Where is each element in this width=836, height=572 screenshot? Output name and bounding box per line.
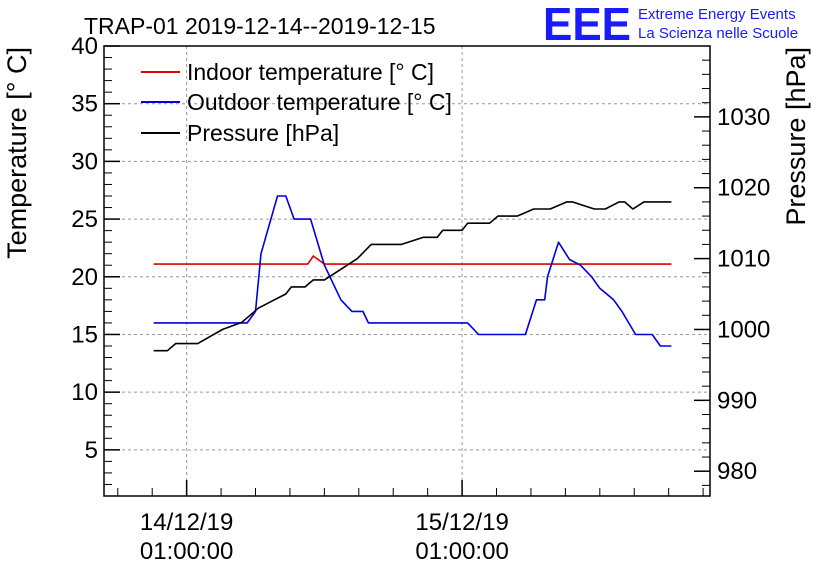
x-tick-time: 01:00:00 <box>415 538 508 565</box>
x-tick-date: 14/12/19 <box>140 509 233 536</box>
data-series <box>153 195 672 352</box>
legend-label-indoor: Indoor temperature [° C] <box>187 59 434 85</box>
logo-line-1: Extreme Energy Events <box>638 6 796 23</box>
left-tick-label: 5 <box>85 437 98 464</box>
legend: Indoor temperature [° C] Outdoor tempera… <box>141 59 452 146</box>
left-tick-label: 25 <box>71 206 98 233</box>
axis-ticks: 5 10 15 20 25 30 35 40 980 990 1000 1010 1020 1030 14/… <box>71 33 770 565</box>
x-tick-date: 15/12/19 <box>415 509 508 536</box>
right-tick-label: 1020 <box>717 175 770 202</box>
grid <box>104 46 710 496</box>
left-tick-label: 35 <box>71 91 98 118</box>
left-tick-label: 15 <box>71 321 98 348</box>
right-axis-title: Pressure [hPa] <box>781 47 811 226</box>
legend-label-outdoor: Outdoor temperature [° C] <box>187 89 452 115</box>
chart-title: TRAP-01 2019-12-14--2019-12-15 <box>84 13 436 39</box>
right-tick-label: 1000 <box>717 316 770 343</box>
right-tick-label: 980 <box>717 458 757 485</box>
x-tick-time: 01:00:00 <box>140 538 233 565</box>
outdoor-temperature-line <box>153 195 672 347</box>
legend-label-pressure: Pressure [hPa] <box>187 120 339 146</box>
eee-logo: EEE Extreme Energy Events La Scienza nel… <box>543 0 798 50</box>
eee-logo-mark: EEE <box>543 0 631 50</box>
pressure-line <box>153 201 672 352</box>
indoor-temperature-line <box>153 255 672 265</box>
logo-line-2: La Scienza nelle Scuole <box>638 25 798 42</box>
left-tick-label: 20 <box>71 264 98 291</box>
left-tick-label: 30 <box>71 148 98 175</box>
plot-frame <box>103 45 711 497</box>
right-tick-label: 1010 <box>717 246 770 273</box>
left-axis-title: Temperature [° C] <box>2 47 32 259</box>
left-tick-label: 40 <box>71 33 98 60</box>
right-tick-label: 990 <box>717 387 757 414</box>
right-tick-label: 1030 <box>717 104 770 131</box>
left-tick-label: 10 <box>71 379 98 406</box>
